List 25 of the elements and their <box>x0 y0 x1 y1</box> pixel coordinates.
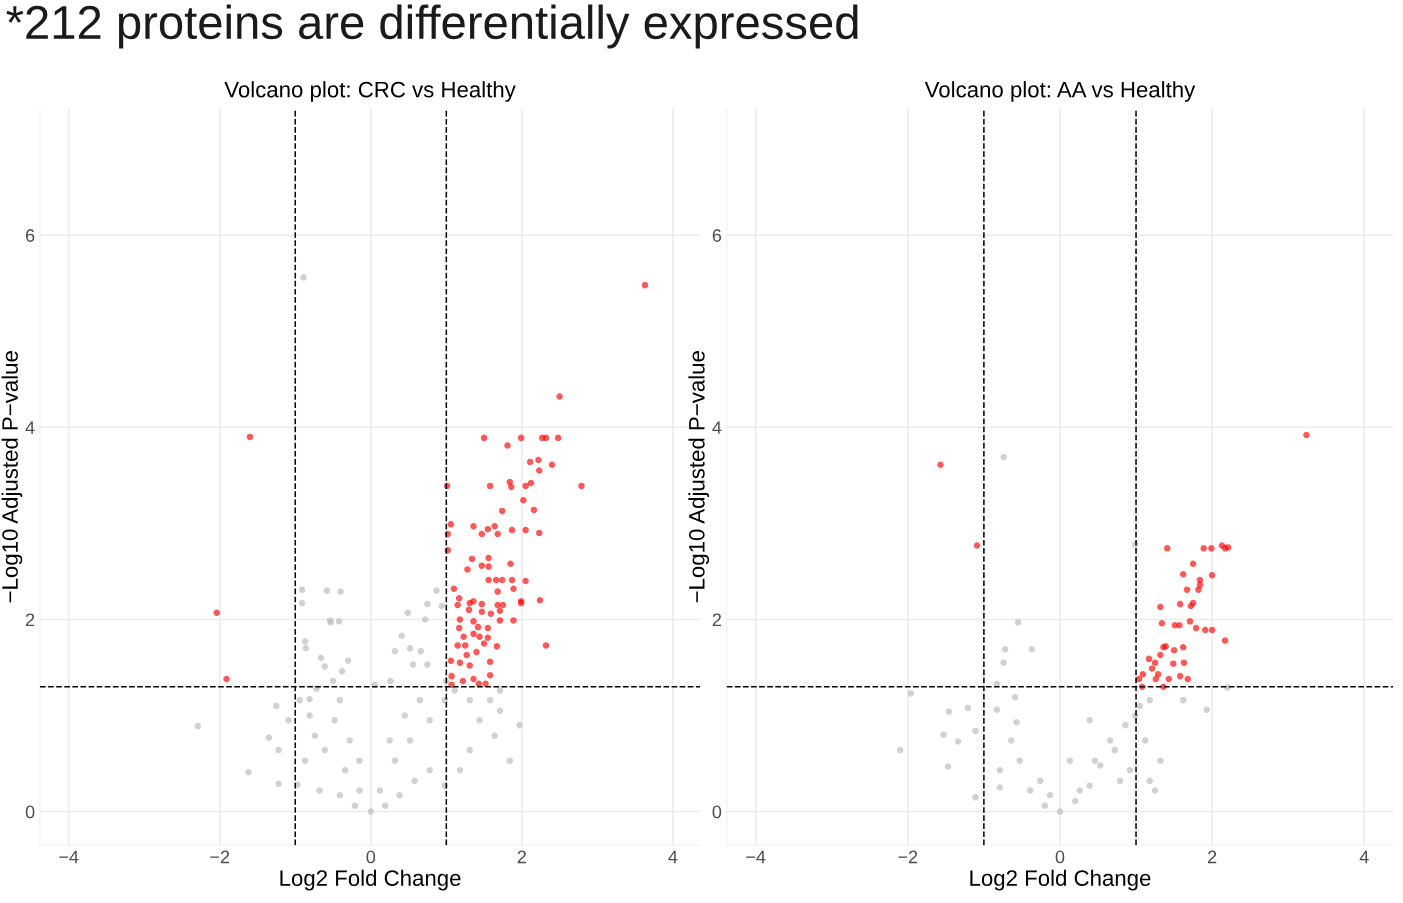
y-tick-label: 2 <box>25 613 35 626</box>
x-tick-label: 0 <box>366 850 376 864</box>
x-tick-label: 2 <box>1208 850 1217 864</box>
y-tick-label: 4 <box>25 421 35 434</box>
x-axis-title: Log2 Fold Change <box>970 869 1151 891</box>
x-tick-label: −2 <box>210 850 230 864</box>
x-axis-title: Log2 Fold Change <box>280 869 461 891</box>
y-tick-label: 0 <box>712 805 722 819</box>
x-tick-label: 4 <box>668 850 678 864</box>
y-tick-label: 0 <box>25 805 35 819</box>
y-axis-title: −Log10 Adjusted P−value <box>1 351 23 603</box>
chart-title: Volcano plot: CRC vs Healthy <box>224 81 516 102</box>
x-tick-label: 4 <box>1359 850 1369 864</box>
x-tick-label: −2 <box>898 850 918 864</box>
x-tick-label: 0 <box>1055 850 1065 864</box>
y-tick-label: 6 <box>26 229 35 242</box>
y-tick-label: 2 <box>712 613 721 626</box>
y-tick-label: 6 <box>712 229 722 242</box>
chart-title: Volcano plot: AA vs Healthy <box>924 81 1196 102</box>
x-tick-label: 2 <box>517 850 526 864</box>
text: *212 proteins are differentially expressed <box>6 4 858 49</box>
y-axis-title: −Log10 Adjusted P−value <box>688 351 710 603</box>
x-tick-label: −4 <box>59 850 79 864</box>
y-tick-label: 4 <box>712 421 722 434</box>
x-tick-label: −4 <box>746 850 766 864</box>
